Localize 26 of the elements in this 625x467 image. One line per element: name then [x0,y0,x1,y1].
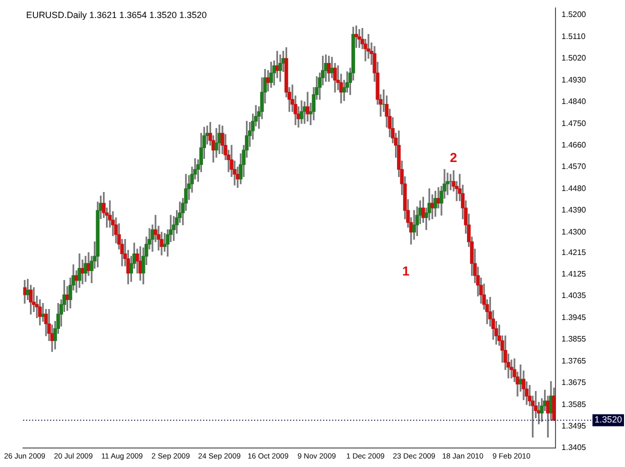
y-tick-label: 1.4840 [562,97,587,106]
y-tick-label: 1.3495 [562,421,587,430]
annotation: 1 [402,264,410,278]
y-tick-label: 1.4750 [562,118,587,128]
y-tick-label: 1.4570 [562,162,587,172]
y-tick-label: 1.5110 [562,32,586,41]
y-tick-label: 1.3405 [562,443,587,452]
y-tick-label: 1.3945 [562,312,587,322]
y-tick-label: 1.4035 [562,291,587,300]
ref-line-label: 1.3520 [594,414,622,425]
y-tick-label: 1.3675 [562,378,587,388]
y-tick-label: 1.4390 [562,206,587,215]
annotation: 2 [450,150,458,165]
y-tick-label: 1.5200 [562,10,587,20]
y-tick-label: 1.4480 [562,184,587,193]
y-tick-label: 1.4930 [562,75,587,84]
y-tick-label: 1.5020 [562,54,587,63]
y-tick-label: 1.3585 [562,400,587,409]
y-tick-label: 1.3765 [562,356,587,366]
y-tick-label: 1.4125 [562,270,587,279]
y-tick-label: 1.3855 [562,334,587,344]
y-tick-label: 1.4300 [562,227,587,236]
y-tick-label: 1.4660 [562,140,587,150]
candlestick [446,172,450,196]
chart-title: EURUSD.Daily 1.3621 1.3654 1.3520 1.3520 [26,10,207,20]
y-tick-label: 1.4215 [562,248,587,257]
